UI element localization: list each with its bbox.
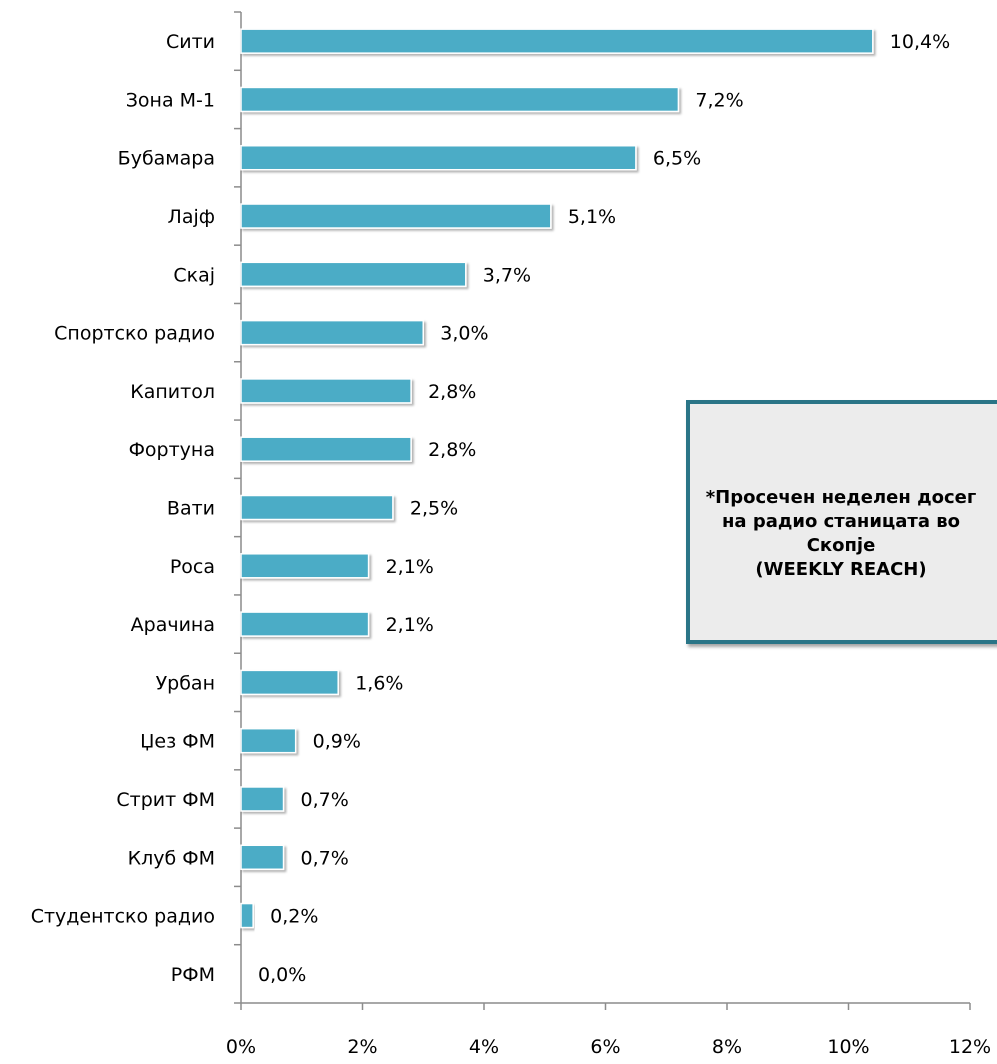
- category-label: Стрит ФМ: [116, 789, 215, 811]
- bar: [240, 902, 254, 929]
- data-label: 10,4%: [890, 31, 950, 53]
- category-label: РФМ: [171, 964, 215, 986]
- data-label: 2,1%: [386, 556, 434, 578]
- data-label: 3,7%: [483, 264, 531, 286]
- category-label: Студентско радио: [31, 906, 215, 928]
- x-tick-label: 0%: [226, 1036, 256, 1058]
- category-label: Бубамара: [118, 148, 215, 170]
- category-label: Спортско радио: [54, 323, 215, 345]
- bar: [240, 553, 370, 579]
- data-label: 0,0%: [258, 964, 306, 986]
- bar: [240, 261, 467, 288]
- category-label: Фортуна: [129, 439, 215, 461]
- annotation-box: *Просечен неделен досег на радио станица…: [686, 400, 997, 644]
- data-label: 2,1%: [386, 614, 434, 636]
- category-label: Арачина: [131, 614, 215, 636]
- category-label: Скај: [173, 264, 215, 286]
- annotation-line-4: (WEEKLY REACH): [755, 559, 927, 580]
- category-label: Џез ФМ: [140, 731, 215, 753]
- data-label: 2,8%: [428, 381, 476, 403]
- annotation-line-3: Скопје: [806, 535, 876, 556]
- data-label: 0,9%: [313, 731, 361, 753]
- x-tick-label: 12%: [949, 1036, 991, 1058]
- data-label: 1,6%: [355, 672, 403, 694]
- bar: [240, 319, 424, 346]
- bar: [240, 786, 285, 812]
- data-label: 2,5%: [410, 498, 458, 520]
- annotation-line-2: на радио станицата во: [721, 511, 961, 532]
- bar: [240, 669, 339, 696]
- bars-layer: [240, 28, 874, 929]
- data-label: 6,5%: [653, 148, 701, 170]
- data-label: 7,2%: [695, 89, 743, 111]
- bar: [240, 727, 297, 754]
- x-tick-label: 2%: [347, 1036, 377, 1058]
- bar: [240, 378, 412, 404]
- category-label: Клуб ФМ: [128, 847, 215, 869]
- category-label: Сити: [166, 31, 215, 53]
- data-label: 3,0%: [440, 323, 488, 345]
- annotation-text: *Просечен неделен досег на радио станица…: [690, 486, 992, 582]
- x-tick-label: 6%: [590, 1036, 620, 1058]
- data-label: 0,2%: [270, 906, 318, 928]
- bar: [240, 144, 637, 171]
- x-tick-label: 10%: [827, 1036, 869, 1058]
- data-label: 2,8%: [428, 439, 476, 461]
- bar: [240, 86, 680, 113]
- annotation-line-1: *Просечен неделен досег: [705, 487, 977, 508]
- category-label: Лајф: [168, 206, 215, 228]
- bar: [240, 436, 412, 462]
- bar: [240, 844, 285, 871]
- bar: [240, 203, 552, 229]
- data-label: 0,7%: [301, 847, 349, 869]
- category-label: Урбан: [156, 672, 215, 694]
- bar: [240, 611, 370, 637]
- category-label: Вати: [167, 498, 215, 520]
- labels-layer: 0% 2% 4% 6% 8% 10% 12% Сити 10,4% Зона М-1 7,2% Буб…: [31, 31, 991, 1058]
- data-label: 5,1%: [568, 206, 616, 228]
- category-label: Зона М-1: [126, 89, 215, 111]
- x-tick-label: 4%: [469, 1036, 499, 1058]
- bar: [240, 28, 874, 54]
- x-tick-label: 8%: [712, 1036, 742, 1058]
- category-label: Роса: [170, 556, 215, 578]
- category-label: Капитол: [130, 381, 215, 403]
- bar: [240, 494, 394, 521]
- data-label: 0,7%: [301, 789, 349, 811]
